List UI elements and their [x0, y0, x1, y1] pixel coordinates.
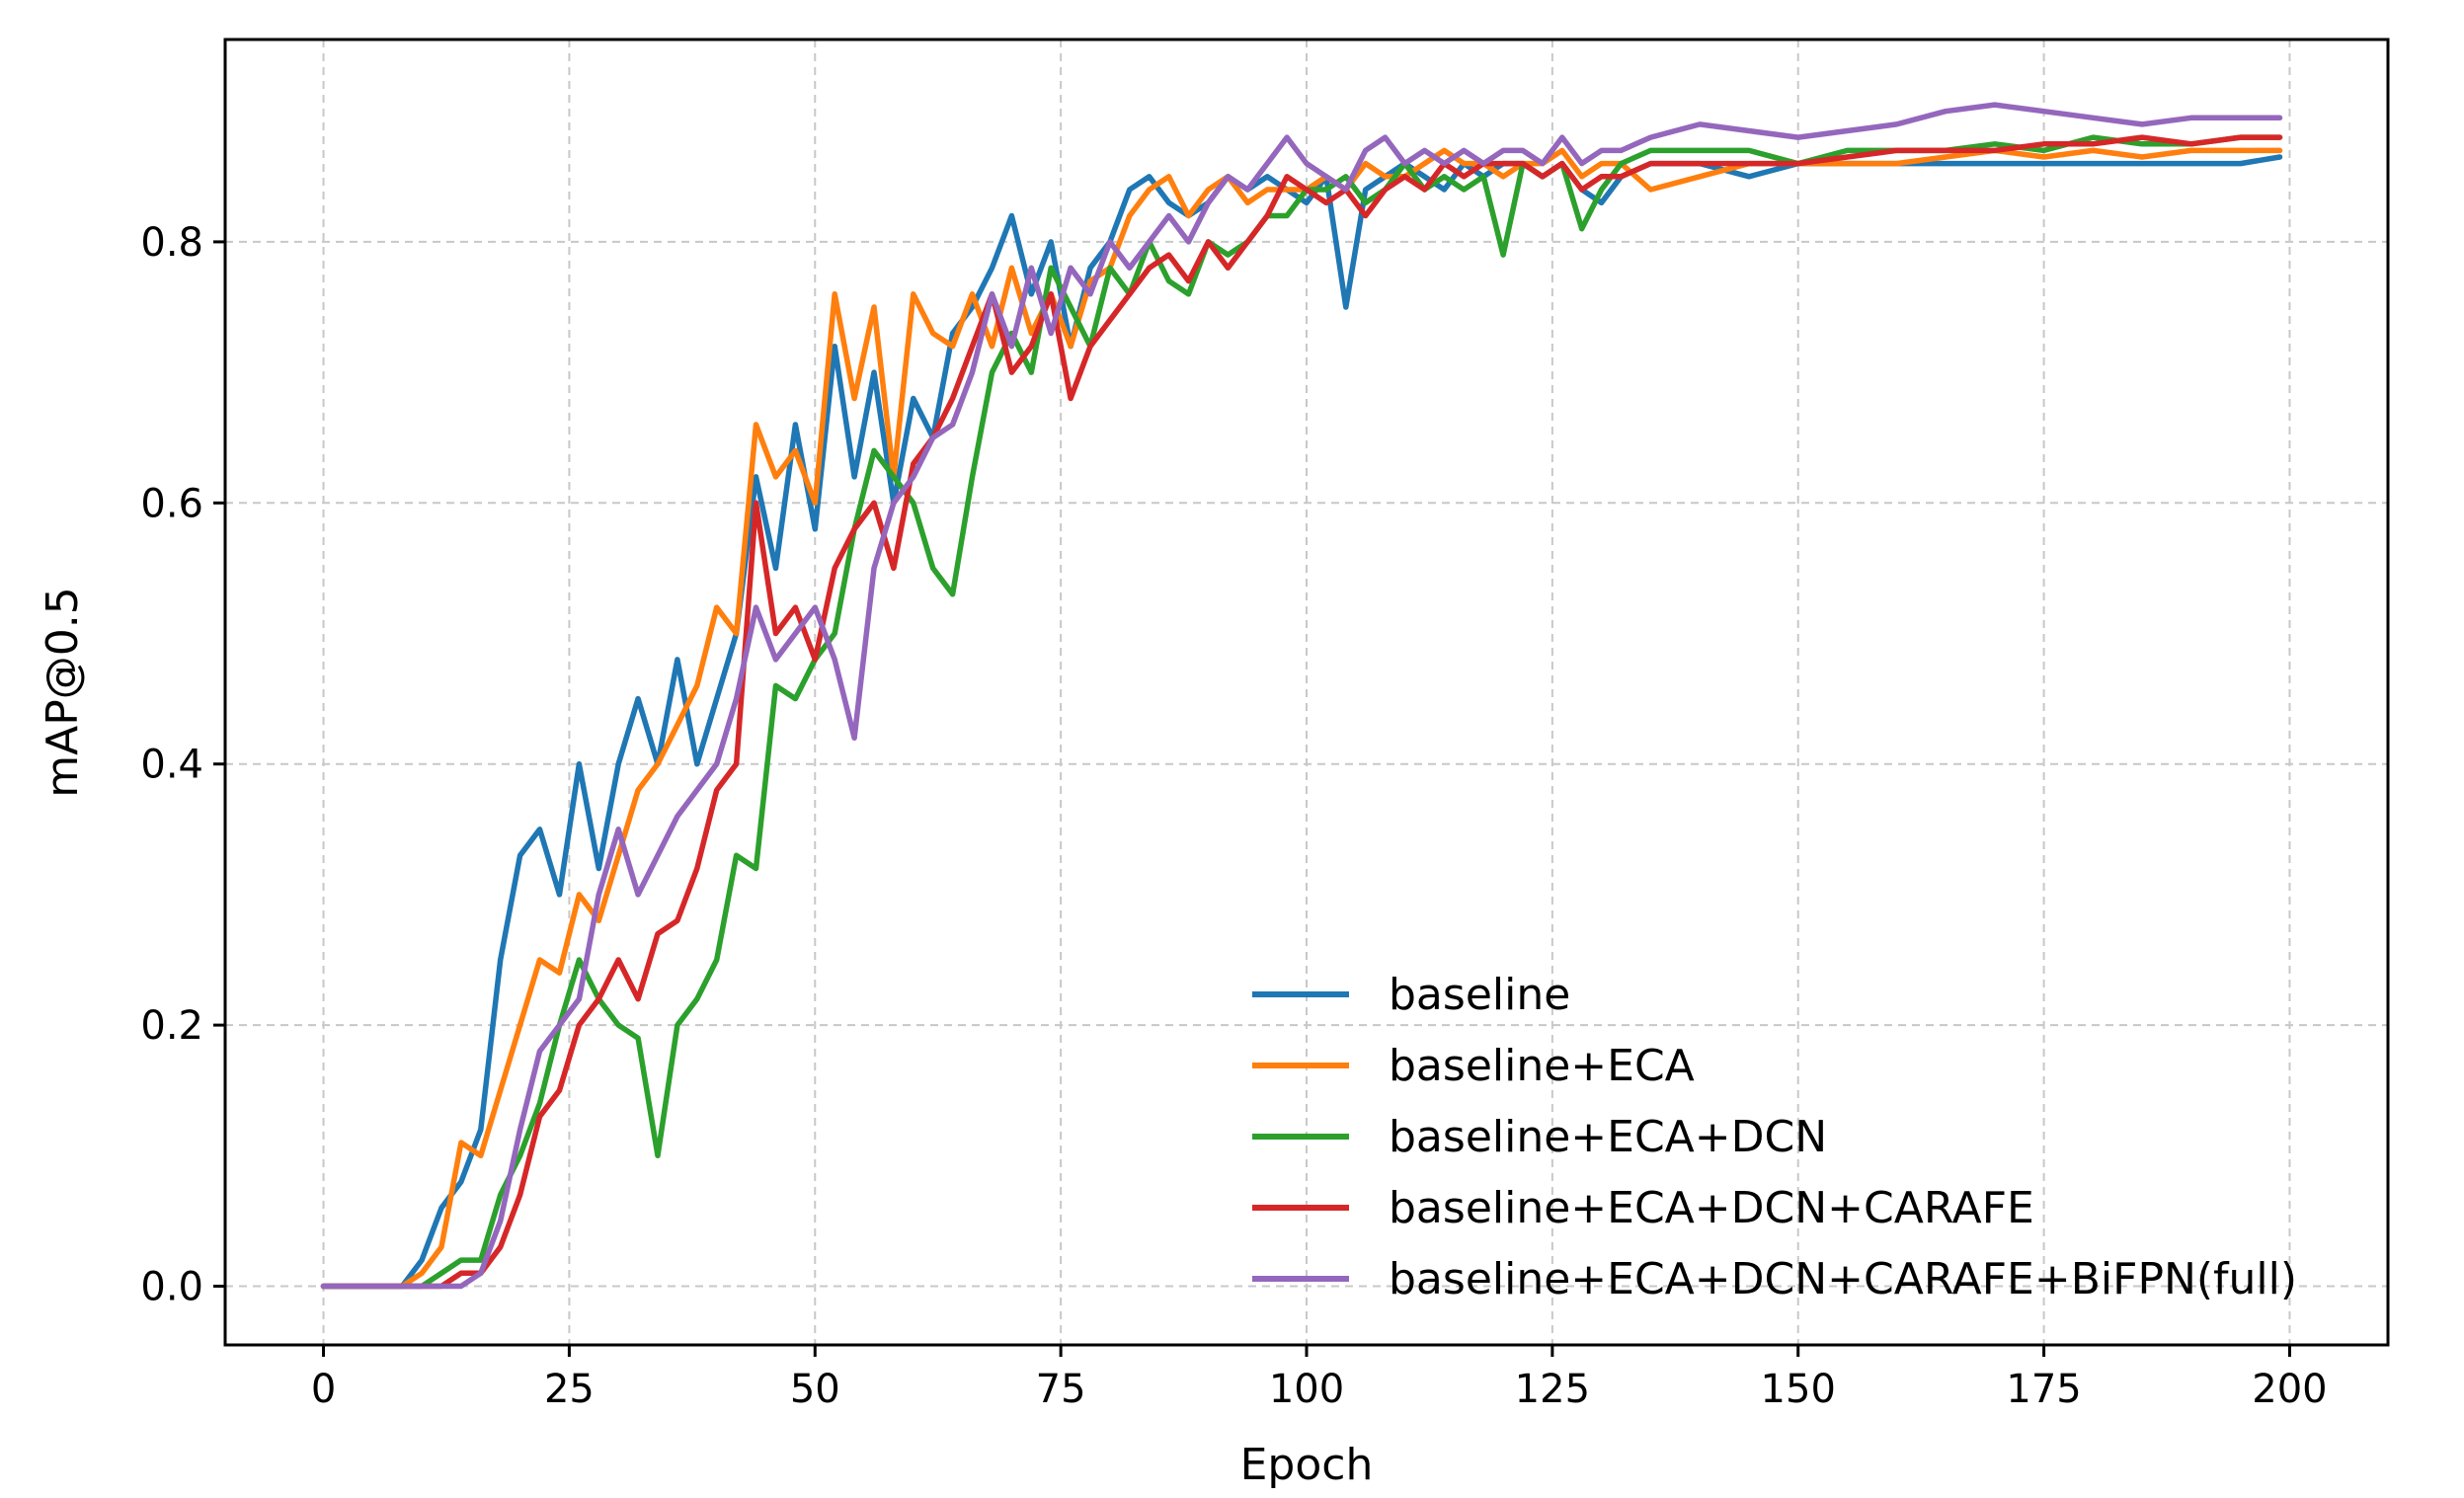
legend: baseline baseline+ECA baseline+ECA+DCN base… — [1252, 970, 2297, 1304]
legend-label-4: baseline+ECA+DCN+CARAFE — [1389, 1183, 2034, 1233]
series-line-4 — [320, 134, 2283, 1290]
x-tick-label: 125 — [1515, 1367, 1590, 1412]
y-axis: 0.0 0.2 0.4 0.6 0.8 — [140, 220, 225, 1310]
series-line-5 — [320, 102, 2283, 1290]
y-tick-label: 0.4 — [140, 743, 203, 788]
x-tick-label: 0 — [311, 1367, 336, 1412]
grid — [225, 39, 2388, 1345]
x-tick-label: 50 — [790, 1367, 840, 1412]
x-tick-label: 100 — [1269, 1367, 1344, 1412]
legend-label-5: baseline+ECA+DCN+CARAFE+BiFPN(full) — [1389, 1254, 2297, 1304]
series-line-3 — [320, 134, 2283, 1290]
x-axis: 0 25 50 75 100 125 150 175 200 — [311, 1345, 2328, 1412]
x-tick-label: 75 — [1036, 1367, 1086, 1412]
x-axis-label: Epoch — [1240, 1440, 1374, 1490]
legend-label-2: baseline+ECA — [1389, 1041, 1695, 1091]
x-tick-label: 150 — [1761, 1367, 1836, 1412]
series-layer — [320, 102, 2283, 1290]
legend-label-3: baseline+ECA+DCN — [1389, 1112, 1827, 1162]
x-tick-label: 200 — [2252, 1367, 2327, 1412]
y-tick-label: 0.6 — [140, 481, 203, 526]
series-line-2 — [320, 147, 2283, 1290]
y-axis-label: mAP@0.5 — [38, 587, 88, 797]
y-tick-label: 0.2 — [140, 1003, 203, 1049]
y-tick-label: 0.0 — [140, 1265, 203, 1310]
x-tick-label: 175 — [2006, 1367, 2081, 1412]
y-tick-label: 0.8 — [140, 220, 203, 266]
x-tick-label: 25 — [544, 1367, 595, 1412]
legend-label-1: baseline — [1389, 970, 1570, 1020]
series-line-1 — [320, 154, 2283, 1290]
